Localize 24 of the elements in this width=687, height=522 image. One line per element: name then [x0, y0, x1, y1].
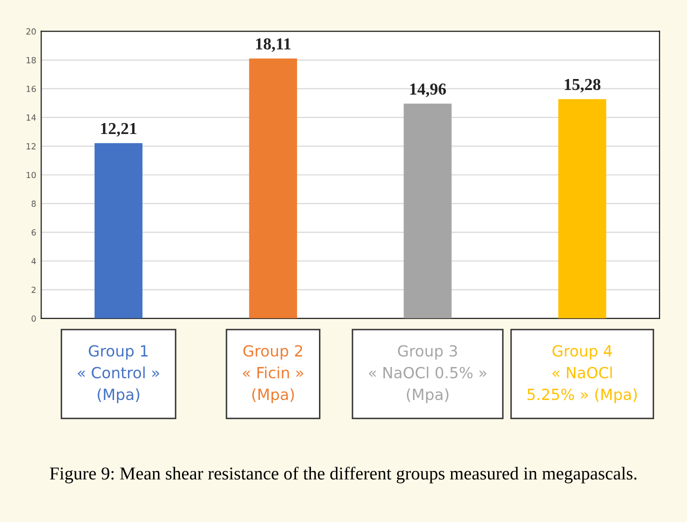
y-tick-label: 18 [26, 57, 36, 64]
y-tick-label: 12 [26, 143, 36, 150]
y-tick-label: 4 [31, 258, 36, 264]
data-label: 15,28 [564, 78, 600, 93]
data-label: 12,21 [101, 123, 136, 137]
y-tick-label: 20 [26, 28, 36, 35]
bar [249, 58, 298, 318]
y-tick-label: 6 [32, 229, 36, 236]
y-tick-label: 8 [32, 200, 36, 207]
x-tick-label: Group 3 « NaOCl 0.5% » (Mpa) [368, 345, 486, 404]
data-label: 18,11 [256, 38, 291, 52]
y-tick-label: 14 [26, 114, 36, 121]
bar [558, 99, 606, 318]
y-tick-label: 10 [26, 172, 36, 178]
text: Figure 9: Mean shear resistance of the different groups measured in megapascals. [50, 466, 636, 484]
y-tick-label: 2 [32, 286, 36, 293]
x-tick-label: Group 1 « Control » (Mpa) [78, 345, 160, 404]
data-label: 14,96 [410, 84, 446, 98]
x-tick-label: Group 4 « NaOCl 5.25% » (Mpa) [528, 345, 637, 404]
x-tick-label: Group 2 « Ficin » (Mpa) [242, 345, 304, 404]
y-tick-label: 0 [32, 315, 36, 322]
bar [94, 143, 142, 318]
y-tick-label: 16 [26, 86, 36, 92]
bar [404, 104, 452, 318]
